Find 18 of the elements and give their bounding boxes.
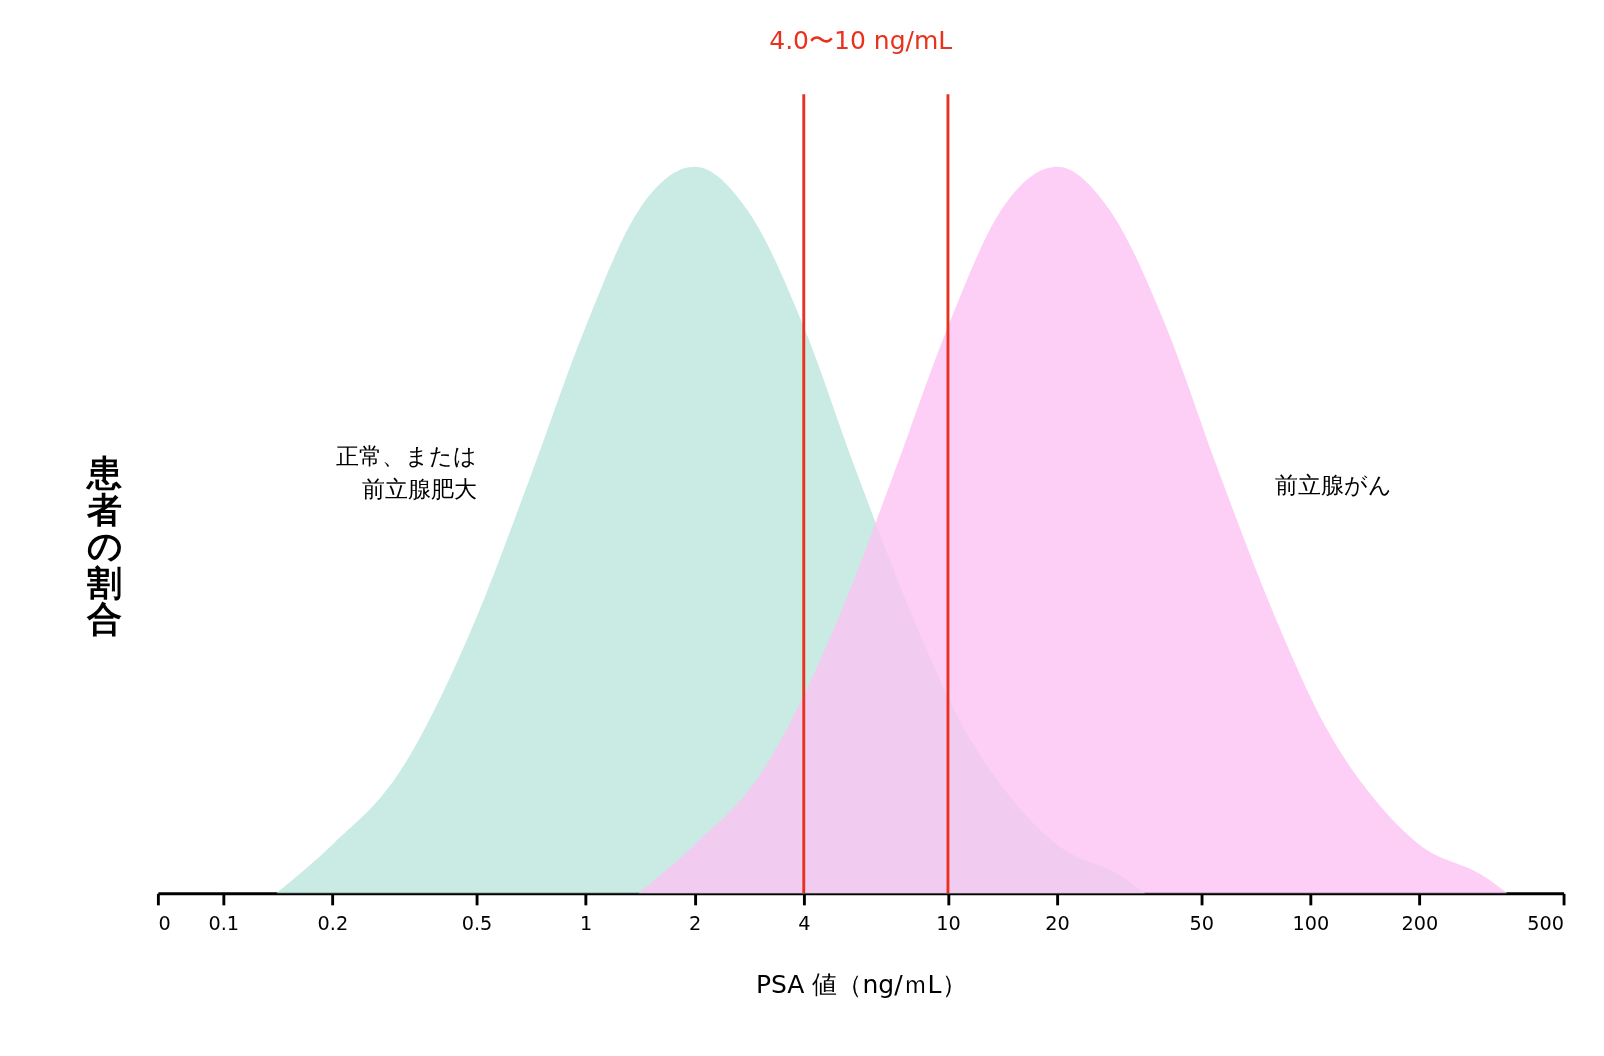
y-axis-title: 患者の割合 xyxy=(85,453,123,640)
x-tick-label: 0.1 xyxy=(208,912,240,936)
x-tick-label: 1 xyxy=(579,912,593,936)
x-tick-label: 500 xyxy=(1527,912,1565,936)
x-tick-label: 20 xyxy=(1045,912,1070,936)
chart-title: 4.0〜10 ng/mL xyxy=(769,26,953,56)
series-label: 前立腺がん xyxy=(1275,472,1393,499)
x-tick-label: 0.2 xyxy=(317,912,349,936)
series-label: 正常、または前立腺肥大 xyxy=(335,443,477,502)
x-tick-label: 4 xyxy=(798,912,811,936)
x-axis-title: PSA 値（ng/ｍL） xyxy=(755,969,967,999)
x-tick-label: 100 xyxy=(1292,912,1330,936)
x-tick-label: 0.5 xyxy=(461,912,493,936)
x-tick-label: 50 xyxy=(1189,912,1214,936)
x-tick-label: 10 xyxy=(936,912,961,936)
x-tick-label: 2 xyxy=(689,912,702,936)
x-tick-label: 200 xyxy=(1401,912,1439,936)
x-tick-label: 0 xyxy=(158,912,171,936)
